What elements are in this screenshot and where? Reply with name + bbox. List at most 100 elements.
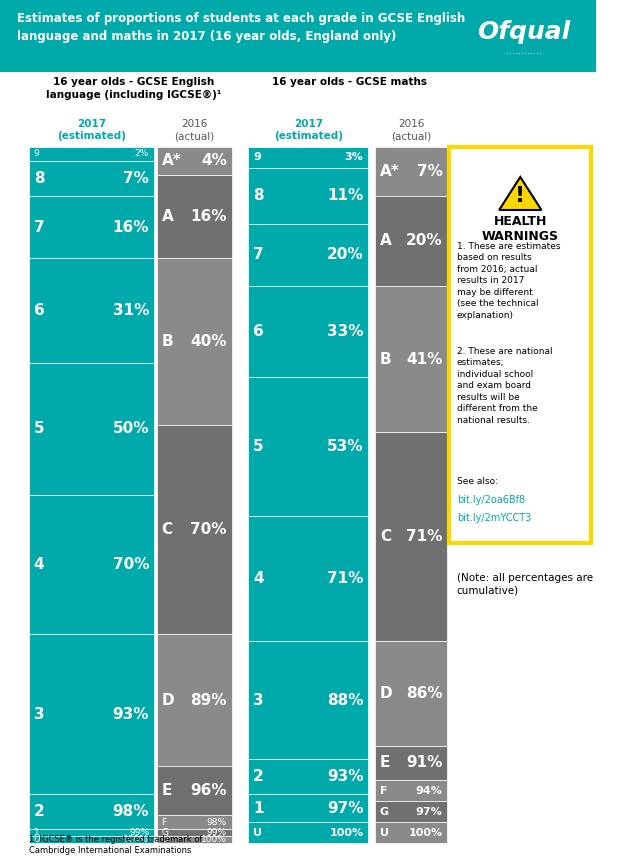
Bar	[248, 516, 368, 641]
Text: 20%: 20%	[405, 234, 443, 249]
Bar	[29, 161, 154, 196]
Bar	[375, 196, 447, 287]
Bar	[248, 794, 368, 822]
Text: 41%: 41%	[406, 352, 443, 367]
Bar	[29, 495, 154, 634]
Text: 3: 3	[253, 693, 264, 708]
Text: 1. These are estimates
based on results
from 2016; actual
results in 2017
may be: 1. These are estimates based on results …	[457, 242, 560, 319]
Text: U: U	[162, 835, 168, 844]
Bar	[375, 641, 447, 746]
Text: 99%: 99%	[129, 828, 149, 837]
Bar	[375, 780, 447, 801]
Text: bit.ly/2oa6Bf8: bit.ly/2oa6Bf8	[457, 495, 525, 505]
Text: 6: 6	[253, 324, 264, 339]
Text: 2%: 2%	[135, 149, 149, 159]
Bar	[157, 425, 232, 634]
Text: 98%: 98%	[207, 817, 227, 827]
Text: A: A	[380, 234, 392, 249]
Text: 93%: 93%	[327, 770, 363, 784]
Text: 89%: 89%	[190, 693, 227, 708]
Text: 97%: 97%	[327, 801, 363, 816]
Bar	[375, 147, 447, 196]
Polygon shape	[499, 177, 541, 210]
Text: 100%: 100%	[123, 835, 149, 844]
Text: 5: 5	[253, 438, 264, 454]
Bar	[29, 829, 154, 836]
Text: 2017
(estimated): 2017 (estimated)	[273, 119, 343, 142]
Bar	[248, 822, 368, 843]
Text: 100%: 100%	[329, 828, 363, 838]
Text: 16 year olds - GCSE English
language (including IGCSE®)¹: 16 year olds - GCSE English language (in…	[46, 77, 221, 99]
Bar	[248, 759, 368, 794]
Text: 2: 2	[253, 770, 264, 784]
Bar	[248, 376, 368, 516]
Bar	[375, 801, 447, 822]
Text: 91%: 91%	[406, 755, 443, 771]
Text: Ofqual: Ofqual	[477, 20, 571, 44]
Text: U: U	[253, 828, 262, 838]
Bar	[157, 147, 232, 175]
Text: G: G	[380, 807, 389, 816]
Text: 7%: 7%	[123, 171, 149, 186]
Text: Estimates of proportions of students at each grade in GCSE English
language and : Estimates of proportions of students at …	[17, 12, 466, 43]
Bar	[29, 258, 154, 362]
Text: U: U	[33, 835, 40, 844]
Text: E: E	[162, 784, 172, 798]
Text: F: F	[162, 817, 167, 827]
Text: 4: 4	[253, 571, 264, 586]
Text: 94%: 94%	[415, 786, 443, 796]
Text: (Note: all percentages are
cumulative): (Note: all percentages are cumulative)	[457, 573, 593, 595]
Text: 9: 9	[33, 149, 40, 159]
Text: 9: 9	[253, 153, 261, 162]
Text: 2016
(actual): 2016 (actual)	[174, 119, 215, 142]
Bar	[375, 822, 447, 843]
Bar	[375, 432, 447, 641]
Text: 71%: 71%	[406, 529, 443, 545]
Text: 100%: 100%	[201, 835, 227, 844]
Text: 96%: 96%	[190, 784, 227, 798]
Bar	[248, 641, 368, 759]
Bar	[157, 816, 232, 829]
Text: 2017
(estimated): 2017 (estimated)	[57, 119, 126, 142]
Text: A*: A*	[162, 154, 181, 168]
Text: 5: 5	[33, 421, 44, 437]
Text: 6: 6	[33, 303, 45, 318]
Text: 40%: 40%	[190, 334, 227, 350]
Bar	[157, 258, 232, 425]
Text: F: F	[380, 786, 388, 796]
Text: 71%: 71%	[327, 571, 363, 586]
Text: 20%: 20%	[327, 248, 363, 262]
Bar	[29, 836, 154, 843]
Text: See also:: See also:	[457, 477, 498, 486]
Text: 50%: 50%	[113, 421, 149, 437]
Text: E: E	[380, 755, 390, 771]
Bar	[29, 634, 154, 794]
Text: 53%: 53%	[327, 438, 363, 454]
Bar	[29, 794, 154, 829]
Text: 8: 8	[33, 171, 44, 186]
Bar	[157, 836, 232, 843]
Text: C: C	[162, 522, 173, 538]
Text: 1: 1	[253, 801, 264, 816]
Text: 2. These are national
estimates;
individual school
and exam board
results will b: 2. These are national estimates; individ…	[457, 347, 552, 425]
Text: 3%: 3%	[345, 153, 363, 162]
Text: 86%: 86%	[405, 686, 443, 701]
Text: 1: 1	[33, 828, 40, 837]
Text: A: A	[162, 209, 174, 224]
Bar	[375, 287, 447, 432]
Text: 31%: 31%	[113, 303, 149, 318]
Text: 99%: 99%	[207, 828, 227, 837]
Text: U: U	[380, 828, 389, 838]
Text: 7: 7	[33, 219, 44, 235]
Bar	[29, 362, 154, 495]
FancyBboxPatch shape	[0, 0, 596, 72]
Text: B: B	[162, 334, 173, 350]
FancyBboxPatch shape	[449, 147, 591, 543]
Text: bit.ly/2mYCCT3: bit.ly/2mYCCT3	[457, 513, 531, 523]
Text: A*: A*	[380, 164, 400, 179]
Text: 11%: 11%	[327, 188, 363, 203]
Bar	[157, 175, 232, 258]
Text: 2016
(actual): 2016 (actual)	[391, 119, 432, 142]
Bar	[157, 766, 232, 816]
Bar	[375, 746, 447, 780]
